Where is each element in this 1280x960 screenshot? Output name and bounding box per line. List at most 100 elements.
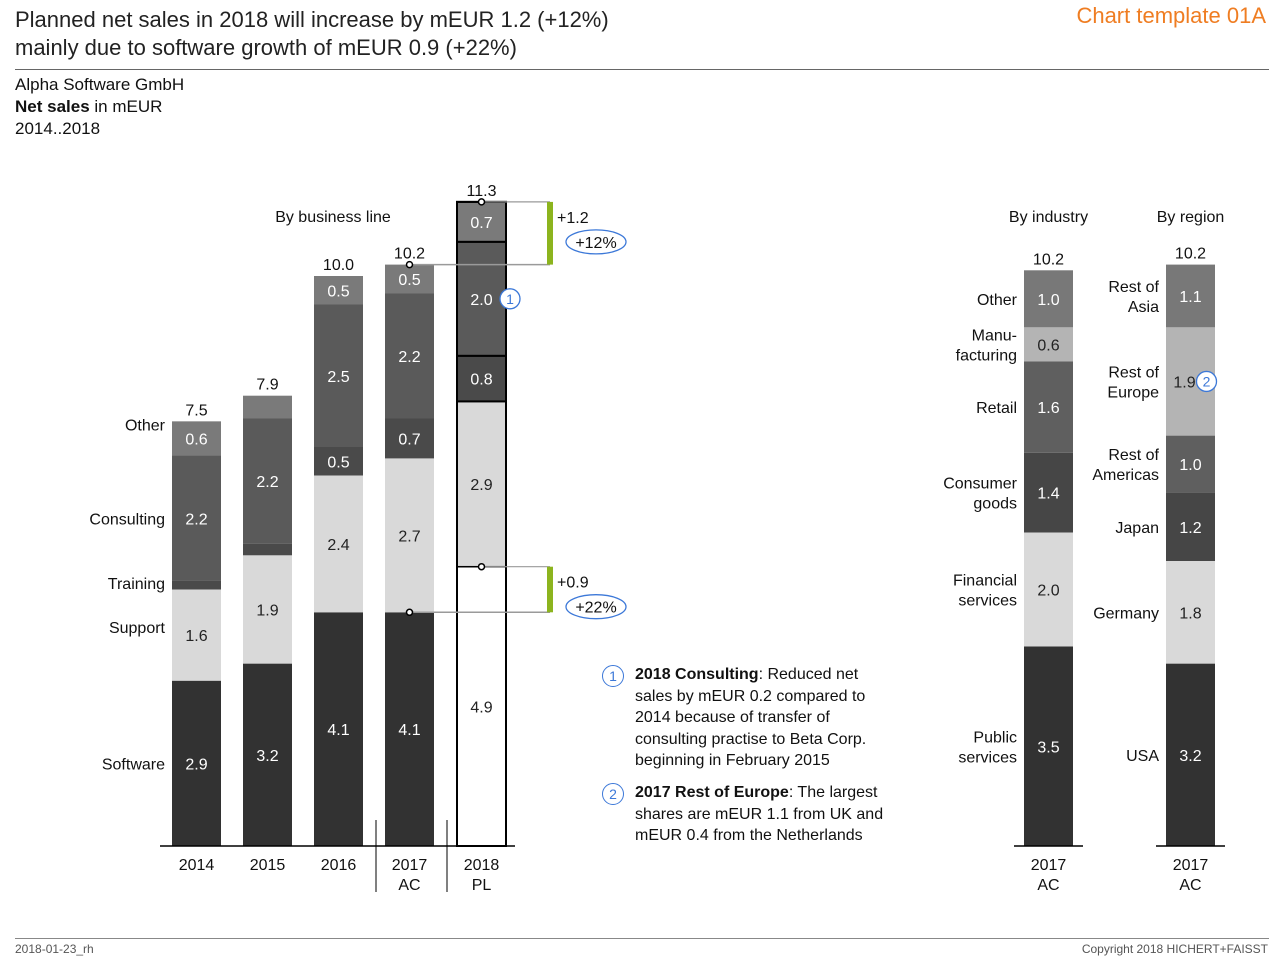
total-label-by-industry: 10.2 [1033,251,1064,268]
data-label-by-region-rest-of-americas: 1.0 [1179,457,1201,474]
bar-2016-training [314,447,363,476]
bar-by-region-germany [1166,561,1215,664]
data-label-by-region-rest-of-asia: 1.1 [1179,289,1201,306]
footnote-2: 2 2017 Rest of Europe: The largest share… [602,782,935,847]
data-label-by-industry-retail: 1.6 [1037,400,1059,417]
category-label-by-industry-financial-services-2: services [958,593,1017,610]
category-label-by-industry-manu-facturing-2: facturing [956,347,1017,364]
data-label-2018-pl-software: 4.9 [470,699,492,716]
chart-2-title: By industry [1009,209,1088,226]
series-label-support: Support [109,620,166,637]
delta-1-dot-to [477,562,486,571]
data-label-by-region-rest-of-europe: 1.9 [1173,374,1195,391]
footnote-2-line-3: mEUR 0.4 from the Netherlands [635,827,863,844]
x-tick-2015-1: 2015 [250,857,286,874]
x-tick-by-region-1: 2017 [1173,857,1209,874]
delta-0-dot-to [477,198,486,206]
category-label-by-region-rest-of-americas-1: Rest of [1108,447,1159,464]
category-label-by-region-rest-of-asia-1: Rest of [1108,279,1159,296]
x-tick-by-industry-1: 2017 [1031,857,1067,874]
data-label-2016-support: 2.4 [327,537,349,554]
category-label-by-industry-manu-facturing-1: Manu- [972,327,1017,344]
delta-1-percent-bubble [565,594,627,620]
footer-rule [15,938,1269,939]
bar-by-region-usa [1166,663,1215,846]
data-label-by-industry-other: 1.0 [1037,292,1059,309]
data-label-2018-pl-other: 0.7 [470,215,492,232]
bar-2017-ac-other [385,264,434,294]
data-label-2017-ac-training: 0.7 [398,431,420,448]
delta-0-dot-from [405,260,414,269]
note-marker-2-label: 2 [1203,373,1211,389]
data-label-2015-software: 3.2 [256,748,278,765]
note-marker-1-label: 1 [506,291,514,307]
x-tick-2014-1: 2014 [179,857,215,874]
total-label-by-region: 10.2 [1175,246,1206,263]
data-label-by-industry-manu-facturing: 0.6 [1037,337,1059,354]
bar-2015-support [243,555,292,664]
category-label-by-region-rest-of-asia-2: Asia [1128,299,1159,316]
footnote-2-line-2: shares are mEUR 1.1 from UK and [635,805,884,823]
data-label-2018-pl-training: 0.8 [470,372,492,389]
category-label-by-region-rest-of-americas-2: Americas [1092,467,1159,484]
delta-0-percent-bubble [565,229,627,255]
bar-2014-training [172,580,221,590]
bar-2014-support [172,589,221,681]
category-label-by-industry-financial-services-1: Financial [953,573,1017,590]
data-label-2014-other: 0.6 [185,431,207,448]
bar-2018-pl-consulting [456,240,507,357]
bar-2014-software [172,680,221,846]
data-label-by-region-germany: 1.8 [1179,605,1201,622]
category-label-by-industry-public-services-2: services [958,749,1017,766]
data-label-2015-support: 1.9 [256,602,278,619]
category-label-by-region-rest-of-europe-2: Europe [1107,384,1159,401]
note-marker-2 [1195,370,1218,393]
series-label-software: Software [102,756,165,773]
bar-2017-ac-consulting [385,293,434,419]
x-tick-2018-pl-2: PL [472,877,492,894]
footnote-1-line-3: 2014 because of transfer of [635,709,830,726]
title-line-1: Planned net sales in 2018 will increase … [15,7,609,32]
data-label-2017-ac-support: 2.7 [398,528,420,545]
category-label-by-region-germany-1: Germany [1093,605,1159,622]
footer-copyright: Copyright 2018 HICHERT+FAISST [1081,942,1268,956]
category-label-by-industry-consumer-goods-2: goods [973,496,1017,513]
subtitle-block: Alpha Software GmbH Net sales in mEUR 20… [15,74,184,140]
delta-0-percent: +12% [575,235,616,252]
data-label-by-region-japan: 1.2 [1179,520,1201,537]
data-label-2018-pl-support: 2.9 [470,477,492,494]
data-label-2016-consulting: 2.5 [327,369,349,386]
bar-by-industry-financial-services [1024,532,1073,647]
x-tick-2017-ac-2: AC [398,877,420,894]
data-label-2014-software: 2.9 [185,756,207,773]
measure-bold: Net sales [15,97,90,116]
data-label-2018-pl-consulting: 2.0 [470,292,492,309]
data-label-by-industry-financial-services: 2.0 [1037,583,1059,600]
bar-2014-other [172,421,221,456]
data-label-2016-training: 0.5 [327,454,349,471]
series-label-training: Training [108,576,165,593]
footnote-1-line-4: consulting practise to Beta Corp. [635,730,867,748]
footnote-1-line-2: sales by mEUR 0.2 compared to [635,687,866,705]
data-label-2017-ac-other: 0.5 [398,272,420,289]
bar-2016-software [314,612,363,846]
x-tick-by-region-2: AC [1179,877,1201,894]
bar-by-industry-public-services [1024,646,1073,846]
category-label-by-region-japan-1: Japan [1115,520,1159,537]
bar-2015-software [243,663,292,846]
delta-1-dot-from [405,608,414,617]
category-label-by-region-usa-1: USA [1126,748,1159,765]
bar-by-industry-manu-facturing [1024,327,1073,362]
measure-unit: in mEUR [89,97,163,116]
category-label-by-industry-public-services-1: Public [973,729,1017,746]
bar-2016-other [314,276,363,305]
bar-2015-training [243,543,292,556]
series-label-other: Other [125,417,166,434]
delta-0-value: +1.2 [557,210,589,227]
footnote-1-line-5: beginning in February 2015 [635,752,830,769]
total-label-2015: 7.9 [256,377,278,394]
footer-date: 2018-01-23_rh [15,942,94,956]
bar-2018-pl-software [456,565,507,847]
category-label-by-industry-consumer-goods-1: Consumer [943,476,1017,493]
